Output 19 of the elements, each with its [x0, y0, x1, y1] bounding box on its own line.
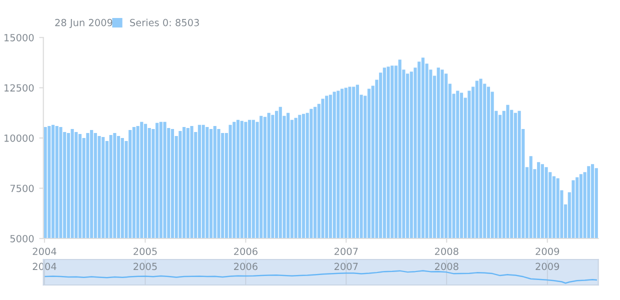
y-tick-label: 10000 — [4, 134, 34, 142]
x-tick-label: 2005 — [134, 262, 157, 270]
y-tick-label: 12500 — [4, 84, 34, 92]
x-tick-label: 2005 — [134, 248, 157, 256]
x-tick-label: 2008 — [434, 262, 458, 270]
legend-label: Series 0: 8503 — [130, 18, 199, 26]
x-tick-label: 2009 — [536, 262, 560, 270]
x-tick-label: 2004 — [32, 262, 56, 270]
x-tick-label: 2009 — [536, 248, 560, 256]
y-tick-label: 5000 — [10, 234, 34, 242]
y-tick-label: 15000 — [4, 34, 34, 42]
y-tick-label: 7500 — [10, 184, 34, 192]
text: 28 Jun 2009 — [55, 18, 112, 28]
x-tick-label: 2006 — [234, 262, 258, 270]
x-tick-label: 2007 — [334, 248, 358, 256]
x-tick-label: 2006 — [234, 248, 258, 256]
x-tick-label: 2008 — [434, 248, 458, 256]
x-tick-label: 2007 — [334, 262, 358, 270]
x-tick-label: 2004 — [32, 248, 56, 256]
